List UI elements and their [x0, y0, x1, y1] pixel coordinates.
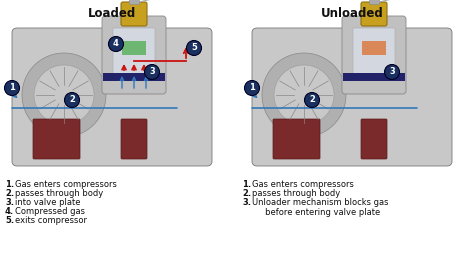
FancyBboxPatch shape [361, 119, 387, 159]
Text: 1.: 1. [5, 180, 14, 189]
FancyBboxPatch shape [252, 28, 452, 166]
Text: 1.: 1. [242, 180, 251, 189]
Text: Unloaded: Unloaded [320, 7, 383, 20]
Text: 5: 5 [191, 43, 197, 53]
Circle shape [64, 92, 80, 107]
Text: 3: 3 [149, 68, 155, 76]
Text: passes through body: passes through body [15, 189, 103, 198]
FancyBboxPatch shape [121, 119, 147, 159]
Bar [122, 41, 146, 55]
Text: exits compressor: exits compressor [15, 216, 87, 225]
FancyBboxPatch shape [273, 119, 320, 159]
Bar [129, 0, 139, 4]
FancyBboxPatch shape [342, 16, 406, 94]
Text: Compressed gas: Compressed gas [15, 207, 85, 216]
Text: Gas enters compressors: Gas enters compressors [15, 180, 117, 189]
Bar [362, 41, 386, 55]
Bar [369, 0, 379, 4]
Circle shape [245, 80, 259, 95]
Circle shape [34, 65, 94, 125]
Text: Loaded: Loaded [88, 7, 136, 20]
Circle shape [304, 92, 319, 107]
Text: 3: 3 [389, 68, 395, 76]
Text: 4: 4 [113, 39, 119, 49]
Bar [343, 73, 405, 81]
Text: 5.: 5. [5, 216, 14, 225]
Text: 4.: 4. [5, 207, 14, 216]
Text: 1: 1 [249, 84, 255, 92]
Circle shape [186, 40, 201, 55]
Circle shape [4, 80, 19, 95]
Circle shape [384, 65, 400, 80]
Text: 3.: 3. [242, 198, 251, 207]
Circle shape [274, 65, 334, 125]
Text: 2.: 2. [242, 189, 251, 198]
Text: 3.: 3. [5, 198, 14, 207]
FancyBboxPatch shape [33, 119, 80, 159]
Circle shape [145, 65, 159, 80]
FancyBboxPatch shape [12, 28, 212, 166]
Text: passes through body: passes through body [252, 189, 340, 198]
Text: 2.: 2. [5, 189, 14, 198]
Circle shape [109, 36, 124, 51]
Text: 2: 2 [69, 95, 75, 105]
Text: Unloader mechanism blocks gas
     before entering valve plate: Unloader mechanism blocks gas before ent… [252, 198, 389, 217]
FancyBboxPatch shape [102, 16, 166, 94]
Circle shape [262, 53, 346, 137]
Text: into valve plate: into valve plate [15, 198, 81, 207]
FancyBboxPatch shape [121, 2, 147, 26]
FancyBboxPatch shape [353, 28, 395, 80]
FancyBboxPatch shape [113, 28, 155, 80]
Circle shape [22, 53, 106, 137]
Text: 1: 1 [9, 84, 15, 92]
FancyBboxPatch shape [361, 2, 387, 26]
Text: 2: 2 [309, 95, 315, 105]
Bar [103, 73, 165, 81]
Text: Gas enters compressors: Gas enters compressors [252, 180, 354, 189]
